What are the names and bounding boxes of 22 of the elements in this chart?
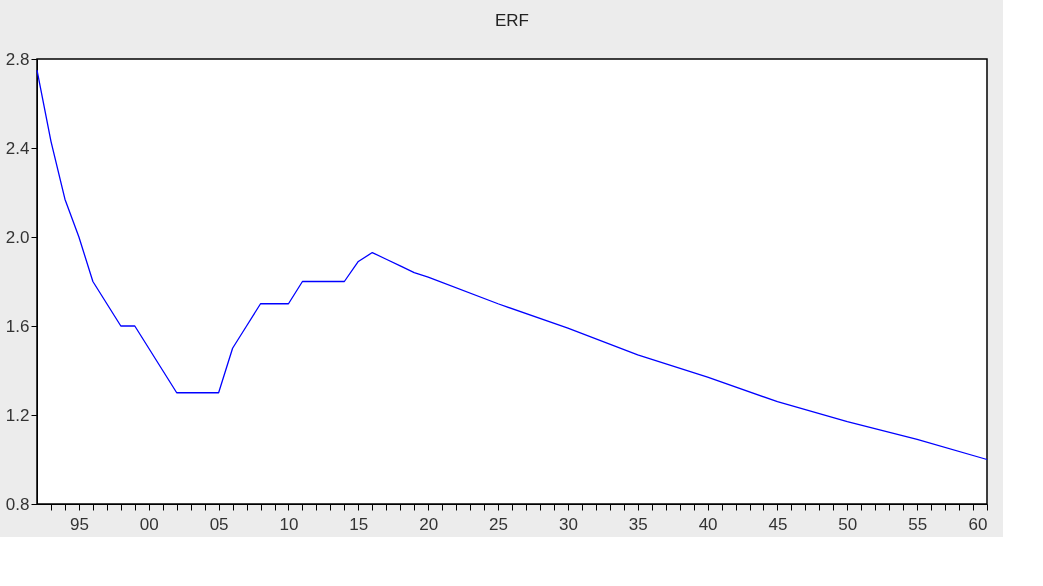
- x-tick-label: 05: [209, 514, 229, 534]
- x-tick-label: 35: [628, 514, 648, 534]
- chart-title: ERF: [495, 11, 529, 30]
- x-tick-label: 55: [908, 514, 928, 534]
- y-tick-label: 1.2: [5, 405, 30, 425]
- y-tick-label: 0.8: [5, 494, 30, 514]
- x-tick-label: 60: [968, 514, 988, 534]
- y-tick-label: 2.0: [5, 227, 30, 247]
- x-tick-label: 15: [349, 514, 369, 534]
- y-tick-label: 1.6: [5, 316, 30, 336]
- y-tick-label: 2.4: [5, 138, 30, 158]
- line-series: [36, 69, 988, 461]
- x-tick-label: 95: [69, 514, 89, 534]
- x-tick-label: 50: [838, 514, 858, 534]
- x-tick-label: 20: [419, 514, 439, 534]
- x-tick-label: 45: [768, 514, 788, 534]
- x-tick-label: 30: [558, 514, 578, 534]
- x-tick-label: 00: [139, 514, 159, 534]
- y-tick-label: 2.8: [5, 49, 30, 69]
- x-tick-label: 25: [489, 514, 508, 534]
- x-tick-label: 40: [698, 514, 718, 534]
- x-tick-label: 10: [279, 514, 299, 534]
